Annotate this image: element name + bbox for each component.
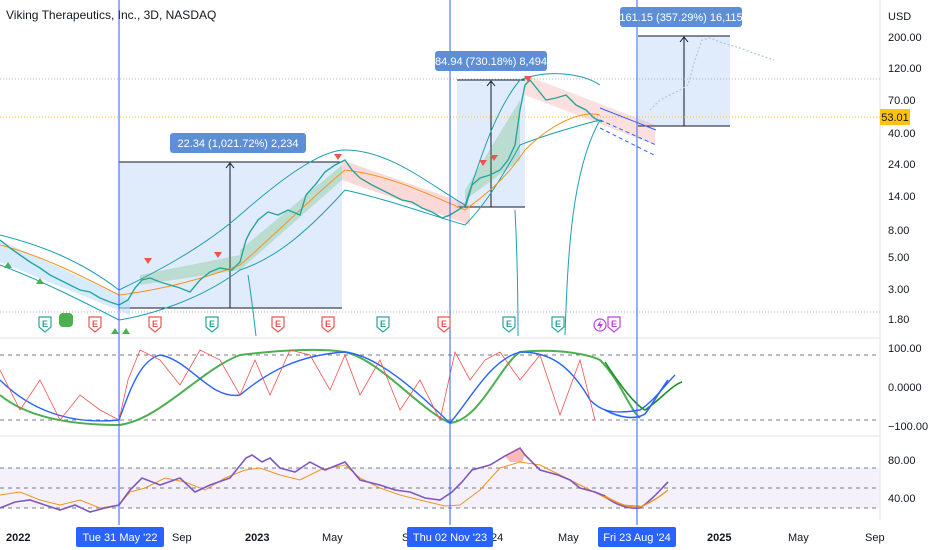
measure-label-bg — [170, 133, 306, 153]
earnings-marker[interactable]: E — [38, 316, 52, 333]
time-axis-label: May — [788, 532, 809, 544]
measure-labels: 22.34 (1,021.72%) 2,234 84.94 (730.18%) 8… — [170, 7, 743, 153]
crosshair-label-bg — [76, 527, 164, 547]
signal-marker — [144, 258, 152, 264]
signal-marker — [111, 328, 119, 334]
earnings-marker[interactable]: E — [148, 316, 162, 333]
price-tick-label: 40.00 — [888, 128, 916, 140]
price-tick-label: 5.00 — [888, 252, 909, 264]
time-axis-label: May — [558, 532, 579, 544]
time-axis-label: 2022 — [6, 532, 30, 544]
signal-marker — [214, 252, 222, 258]
crosshair-date-labels: Tue 31 May '22 Thu 02 Nov '23 Fri 23 Aug '… — [76, 527, 676, 547]
time-axis-label: Sep — [172, 532, 192, 544]
svg-text:E: E — [380, 319, 386, 329]
earnings-marker[interactable]: E — [551, 316, 565, 333]
signal-marker — [4, 262, 12, 268]
svg-text:E: E — [275, 319, 281, 329]
lightning-marker[interactable] — [593, 318, 607, 332]
currency-label: USD — [888, 11, 911, 23]
price-tick-label: 24.00 — [888, 159, 916, 171]
earnings-marker[interactable]: E — [321, 316, 335, 333]
earnings-marker[interactable]: E — [271, 316, 285, 333]
svg-text:E: E — [92, 319, 98, 329]
crosshair-date-label: Fri 23 Aug '24 — [603, 532, 671, 544]
osc-tick-label: 0.0000 — [888, 382, 922, 394]
price-tick-label: 3.00 — [888, 284, 909, 296]
signal-marker — [36, 278, 44, 284]
time-axis-label: 2025 — [707, 532, 731, 544]
rsi-axis: 80.00 40.00 — [888, 455, 916, 505]
measure-label-bg — [435, 51, 547, 71]
measure-label-bg — [620, 7, 742, 27]
signal-marker — [490, 155, 498, 161]
earnings-marker[interactable]: E — [376, 316, 390, 333]
time-axis-label: 2023 — [245, 532, 269, 544]
signal-marker — [524, 76, 532, 82]
time-axis-label: May — [322, 532, 343, 544]
dividend-marker[interactable] — [59, 313, 73, 327]
svg-text:E: E — [611, 319, 617, 329]
time-axis: 2022 Sep 2023 May S 24 May 2025 May Sep — [6, 532, 885, 544]
crosshair-date-label: Tue 31 May '22 — [82, 532, 157, 544]
rsi-tick-label: 40.00 — [888, 493, 916, 505]
osc-tick-label: −100.00 — [888, 421, 928, 433]
price-tick-label: 120.00 — [888, 63, 922, 75]
chart-title: Viking Therapeutics, Inc., 3D, NASDAQ — [6, 8, 217, 22]
measure-label: 22.34 (1,021.72%) 2,234 — [177, 138, 298, 150]
svg-text:E: E — [555, 319, 561, 329]
signal-marker — [122, 328, 130, 334]
time-axis-label: S — [402, 532, 409, 544]
price-tick-label: 8.00 — [888, 225, 909, 237]
signal-marker — [334, 154, 342, 160]
measure-label: 84.94 (730.18%) 8,494 — [435, 56, 547, 68]
svg-text:E: E — [506, 319, 512, 329]
earnings-marker[interactable]: E — [607, 316, 621, 333]
crosshair-label-bg — [407, 527, 493, 547]
price-tick-label: 14.00 — [888, 191, 916, 203]
earnings-marker[interactable]: E — [502, 316, 516, 333]
last-price-label: 53.01 — [881, 112, 909, 124]
svg-text:E: E — [325, 319, 331, 329]
crosshair-label-bg — [598, 527, 676, 547]
measure-label: 161.15 (357.29%) 16,115 — [619, 12, 742, 24]
price-tick-label: 70.00 — [888, 95, 916, 107]
rsi-tick-label: 80.00 — [888, 455, 916, 467]
svg-text:E: E — [441, 319, 447, 329]
svg-text:E: E — [209, 319, 215, 329]
price-tick-label: 1.80 — [888, 314, 909, 326]
time-axis-label: 24 — [491, 532, 503, 544]
crosshair-date-label: Thu 02 Nov '23 — [413, 532, 487, 544]
svg-text:E: E — [42, 319, 48, 329]
signal-marker — [479, 160, 487, 166]
svg-text:E: E — [152, 319, 158, 329]
oscillator-axis: 100.00 0.0000 −100.00 — [888, 343, 928, 433]
earnings-marker[interactable]: E — [437, 316, 451, 333]
osc-tick-label: 100.00 — [888, 343, 922, 355]
time-axis-label: Sep — [865, 532, 885, 544]
price-axis: 200.00 120.00 70.00 40.00 24.00 14.00 8.00 5.00… — [888, 32, 922, 326]
earnings-marker[interactable]: E — [205, 316, 219, 333]
earnings-marker[interactable]: E — [88, 316, 102, 333]
price-tick-label: 200.00 — [888, 32, 922, 44]
